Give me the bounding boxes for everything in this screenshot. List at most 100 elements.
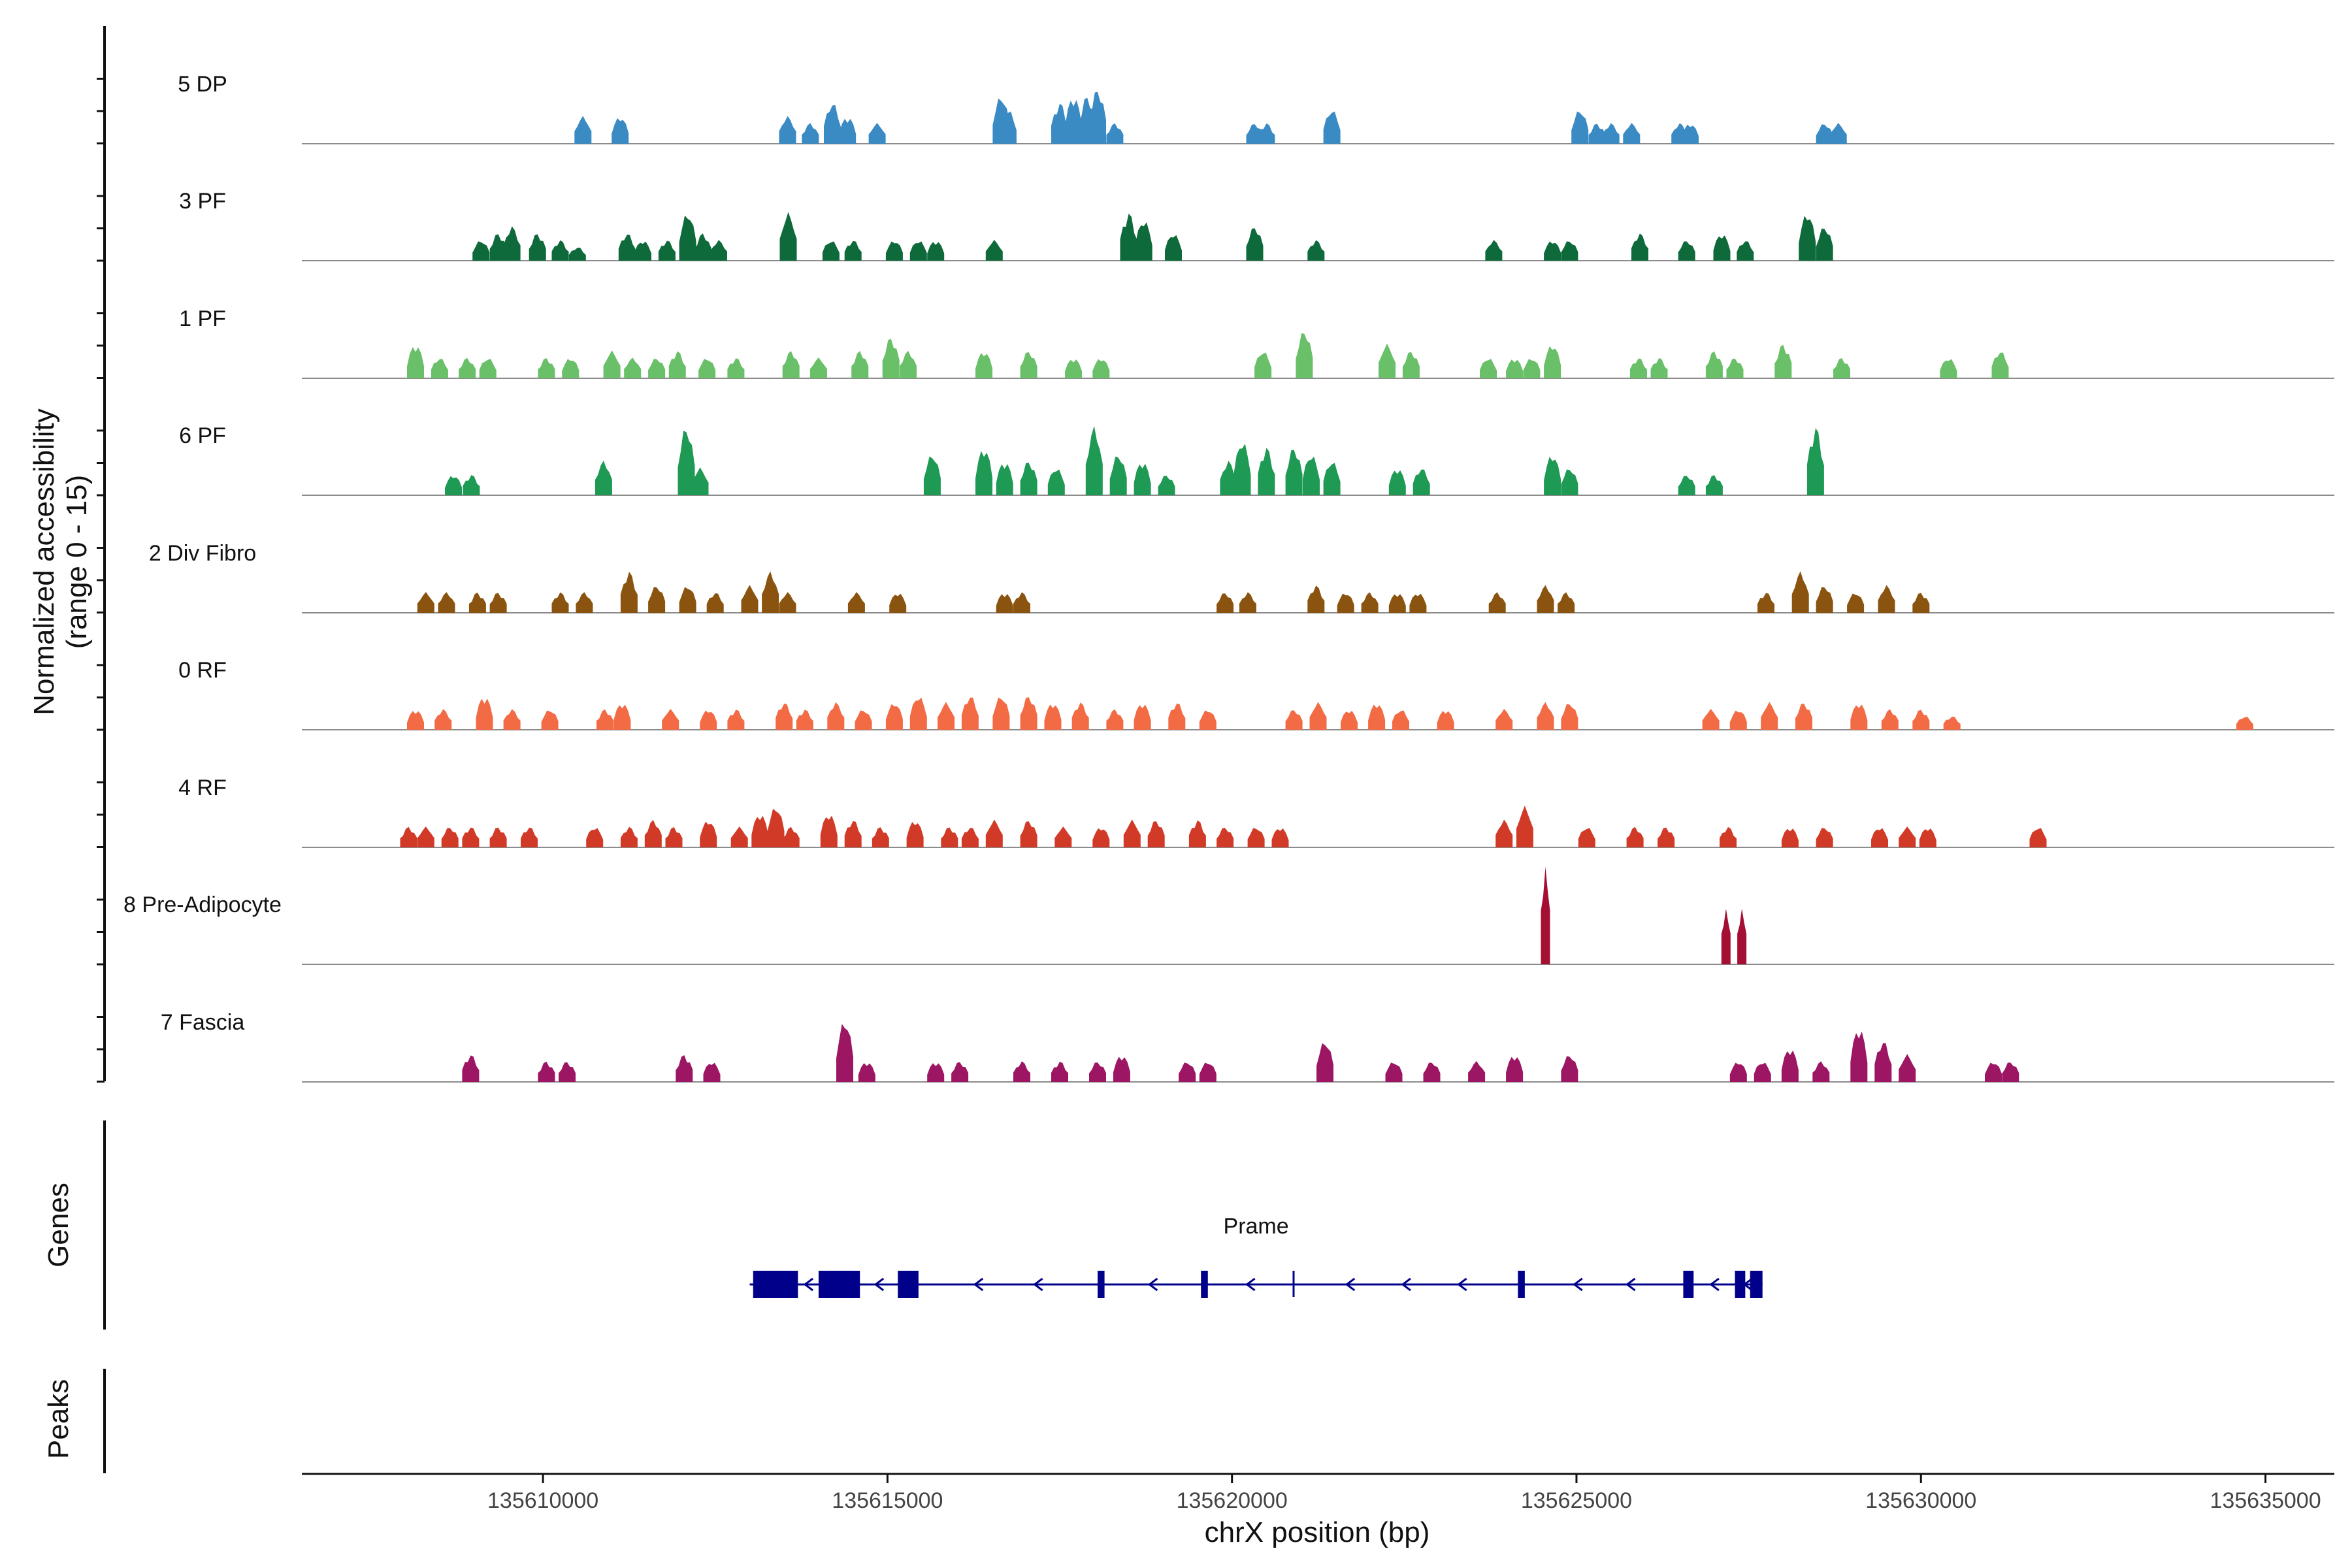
accessibility-peak	[1623, 123, 1641, 144]
accessibility-peak	[706, 593, 724, 613]
accessibility-peak	[855, 710, 872, 730]
accessibility-peak	[700, 710, 717, 730]
accessibility-peak	[1850, 1031, 1868, 1082]
track-0-rf: 0 RF	[178, 658, 2334, 730]
accessibility-peak	[1516, 806, 1533, 847]
accessibility-peak	[961, 697, 979, 730]
accessibility-peak	[1544, 457, 1561, 495]
accessibility-peak	[751, 815, 769, 847]
accessibility-peak	[407, 347, 424, 378]
accessibility-peak	[827, 702, 845, 730]
accessibility-peak	[1388, 594, 1406, 613]
accessibility-peak	[679, 215, 696, 261]
accessibility-peak	[541, 710, 559, 730]
track-4-rf: 4 RF	[178, 776, 2334, 848]
accessibility-peak	[885, 704, 903, 730]
peaks-track-label: Peaks	[42, 1379, 74, 1459]
x-axis-ticks: 135610000 135615000 135620000 135625000 1356…	[487, 1474, 2321, 1513]
gene-exon	[1735, 1271, 1746, 1298]
accessibility-peak	[595, 461, 612, 495]
accessibility-peak	[1705, 475, 1723, 495]
track-label: 2 Div Fibro	[149, 541, 256, 566]
accessibility-peak	[844, 240, 862, 261]
accessibility-peak	[489, 827, 507, 847]
accessibility-peak	[1051, 1062, 1068, 1082]
accessibility-peak	[1899, 1054, 1916, 1082]
accessibility-peak	[985, 819, 1003, 847]
accessibility-peak	[1109, 456, 1127, 495]
accessibility-peak	[1799, 216, 1816, 261]
track-label: 3 PF	[179, 189, 226, 214]
accessibility-peak	[431, 359, 448, 378]
accessibility-peak	[1065, 359, 1083, 378]
accessibility-peak	[698, 359, 716, 378]
accessibility-peak	[634, 241, 651, 261]
accessibility-peak	[503, 226, 521, 261]
accessibility-peak	[927, 242, 945, 261]
track-label: 0 RF	[178, 658, 227, 683]
accessibility-peak	[1506, 359, 1524, 378]
gene-exon	[1518, 1271, 1525, 1298]
accessibility-peak	[779, 116, 796, 144]
accessibility-peak	[762, 571, 779, 613]
accessibility-peak	[476, 698, 493, 730]
accessibility-peak	[468, 592, 486, 613]
accessibility-peak	[644, 819, 662, 847]
gene-exon	[1098, 1271, 1105, 1298]
accessibility-peak	[1013, 1061, 1030, 1082]
accessibility-peak	[562, 359, 580, 378]
accessibility-peak	[676, 1055, 693, 1082]
accessibility-peak	[1361, 592, 1379, 613]
accessibility-peak	[1878, 585, 1895, 613]
accessibility-peak	[1071, 702, 1089, 730]
accessibility-peak	[1220, 461, 1237, 495]
accessibility-peak	[407, 711, 424, 730]
accessibility-peak	[1729, 1062, 1747, 1082]
accessibility-peak	[503, 709, 521, 730]
accessibility-peak	[730, 826, 748, 847]
gene-model	[749, 1271, 1763, 1298]
accessibility-peak	[400, 826, 417, 847]
accessibility-peak	[782, 351, 800, 378]
y-axis-title-line1: Normalized accessibility	[28, 408, 60, 715]
gene-exon	[898, 1271, 919, 1298]
accessibility-peak	[1409, 593, 1427, 613]
accessibility-peak	[658, 240, 676, 261]
accessibility-peak	[1147, 821, 1165, 847]
accessibility-peak	[1092, 359, 1110, 378]
accessibility-peak	[1881, 709, 1899, 730]
accessibility-peak	[1985, 1062, 2002, 1082]
accessibility-peak	[1806, 428, 1824, 495]
accessibility-peak	[529, 234, 546, 261]
track-label: 6 PF	[179, 423, 226, 448]
accessibility-peak	[551, 240, 569, 261]
accessibility-peak	[851, 351, 869, 378]
accessibility-peak	[1106, 123, 1124, 144]
accessibility-peak	[1578, 828, 1595, 847]
gene-exon	[1292, 1271, 1295, 1297]
accessibility-peak	[941, 827, 958, 847]
accessibility-peak	[1737, 908, 1747, 964]
accessibility-peak	[596, 709, 613, 730]
accessibility-peak	[1020, 821, 1037, 847]
accessibility-peak	[1323, 111, 1341, 144]
accessibility-peak	[1239, 592, 1256, 613]
accessibility-peak	[1199, 1062, 1217, 1082]
accessibility-peak	[1991, 352, 2009, 378]
strand-arrow	[1625, 1277, 1636, 1292]
accessibility-peak	[1558, 592, 1575, 613]
accessibility-peak	[694, 233, 711, 261]
accessibility-peak	[1781, 828, 1799, 847]
accessibility-peak	[1480, 359, 1497, 378]
accessibility-peak	[479, 359, 497, 378]
accessibility-peak	[1285, 710, 1303, 730]
accessibility-peak	[1912, 593, 1930, 613]
accessibility-peak	[1682, 124, 1699, 144]
accessibility-peak	[802, 123, 819, 144]
x-axis-tick-label: 135635000	[2210, 1488, 2321, 1513]
accessibility-peak	[796, 710, 813, 730]
accessibility-peak	[489, 593, 507, 613]
accessibility-peak	[1217, 828, 1234, 847]
accessibility-peak	[1812, 1061, 1830, 1082]
